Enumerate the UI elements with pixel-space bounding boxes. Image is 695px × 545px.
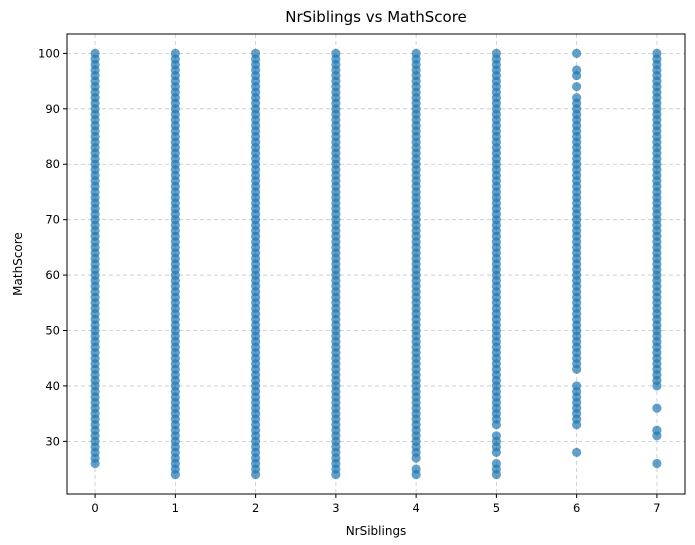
data-point [251,48,261,58]
plot-frame [66,33,686,495]
data-point [331,48,341,58]
x-tick-label: 6 [573,501,580,515]
data-point [411,48,421,58]
y-tick-label: 40 [45,379,60,393]
x-tick-label: 1 [172,501,179,515]
x-tick-label: 4 [412,501,419,515]
data-point [90,48,100,58]
grid-layer [67,34,685,494]
x-tick-label: 0 [91,501,98,515]
data-point [652,48,662,58]
y-tick-label: 70 [45,213,60,227]
data-point [572,82,582,92]
x-tick-label: 7 [653,501,660,515]
ticks-layer: 0 1 2 3 4 5 6 7 30 40 50 60 70 80 90 100 [38,46,661,515]
x-tick-label: 2 [252,501,259,515]
data-point [170,48,180,58]
y-tick-label: 90 [45,102,60,116]
chart-title: NrSiblings vs MathScore [285,8,467,26]
x-tick-label: 3 [332,501,339,515]
y-axis-label: MathScore [11,232,25,296]
y-tick-label: 80 [45,157,60,171]
y-tick-label: 60 [45,268,60,282]
points-layer [90,48,662,480]
data-point [652,403,662,413]
y-tick-label: 30 [45,434,60,448]
data-point [411,464,421,474]
data-point [572,447,582,458]
data-point [572,93,582,103]
data-point [572,48,582,58]
y-tick-label: 100 [38,46,60,60]
data-point [491,48,501,58]
data-point [491,431,501,441]
y-tick-label: 50 [45,324,60,338]
data-point [572,381,582,391]
data-point [652,458,662,469]
data-point [572,65,582,75]
data-point [652,425,662,435]
x-axis-label: NrSiblings [346,524,407,538]
x-tick-label: 5 [493,501,500,515]
data-point [491,458,501,469]
